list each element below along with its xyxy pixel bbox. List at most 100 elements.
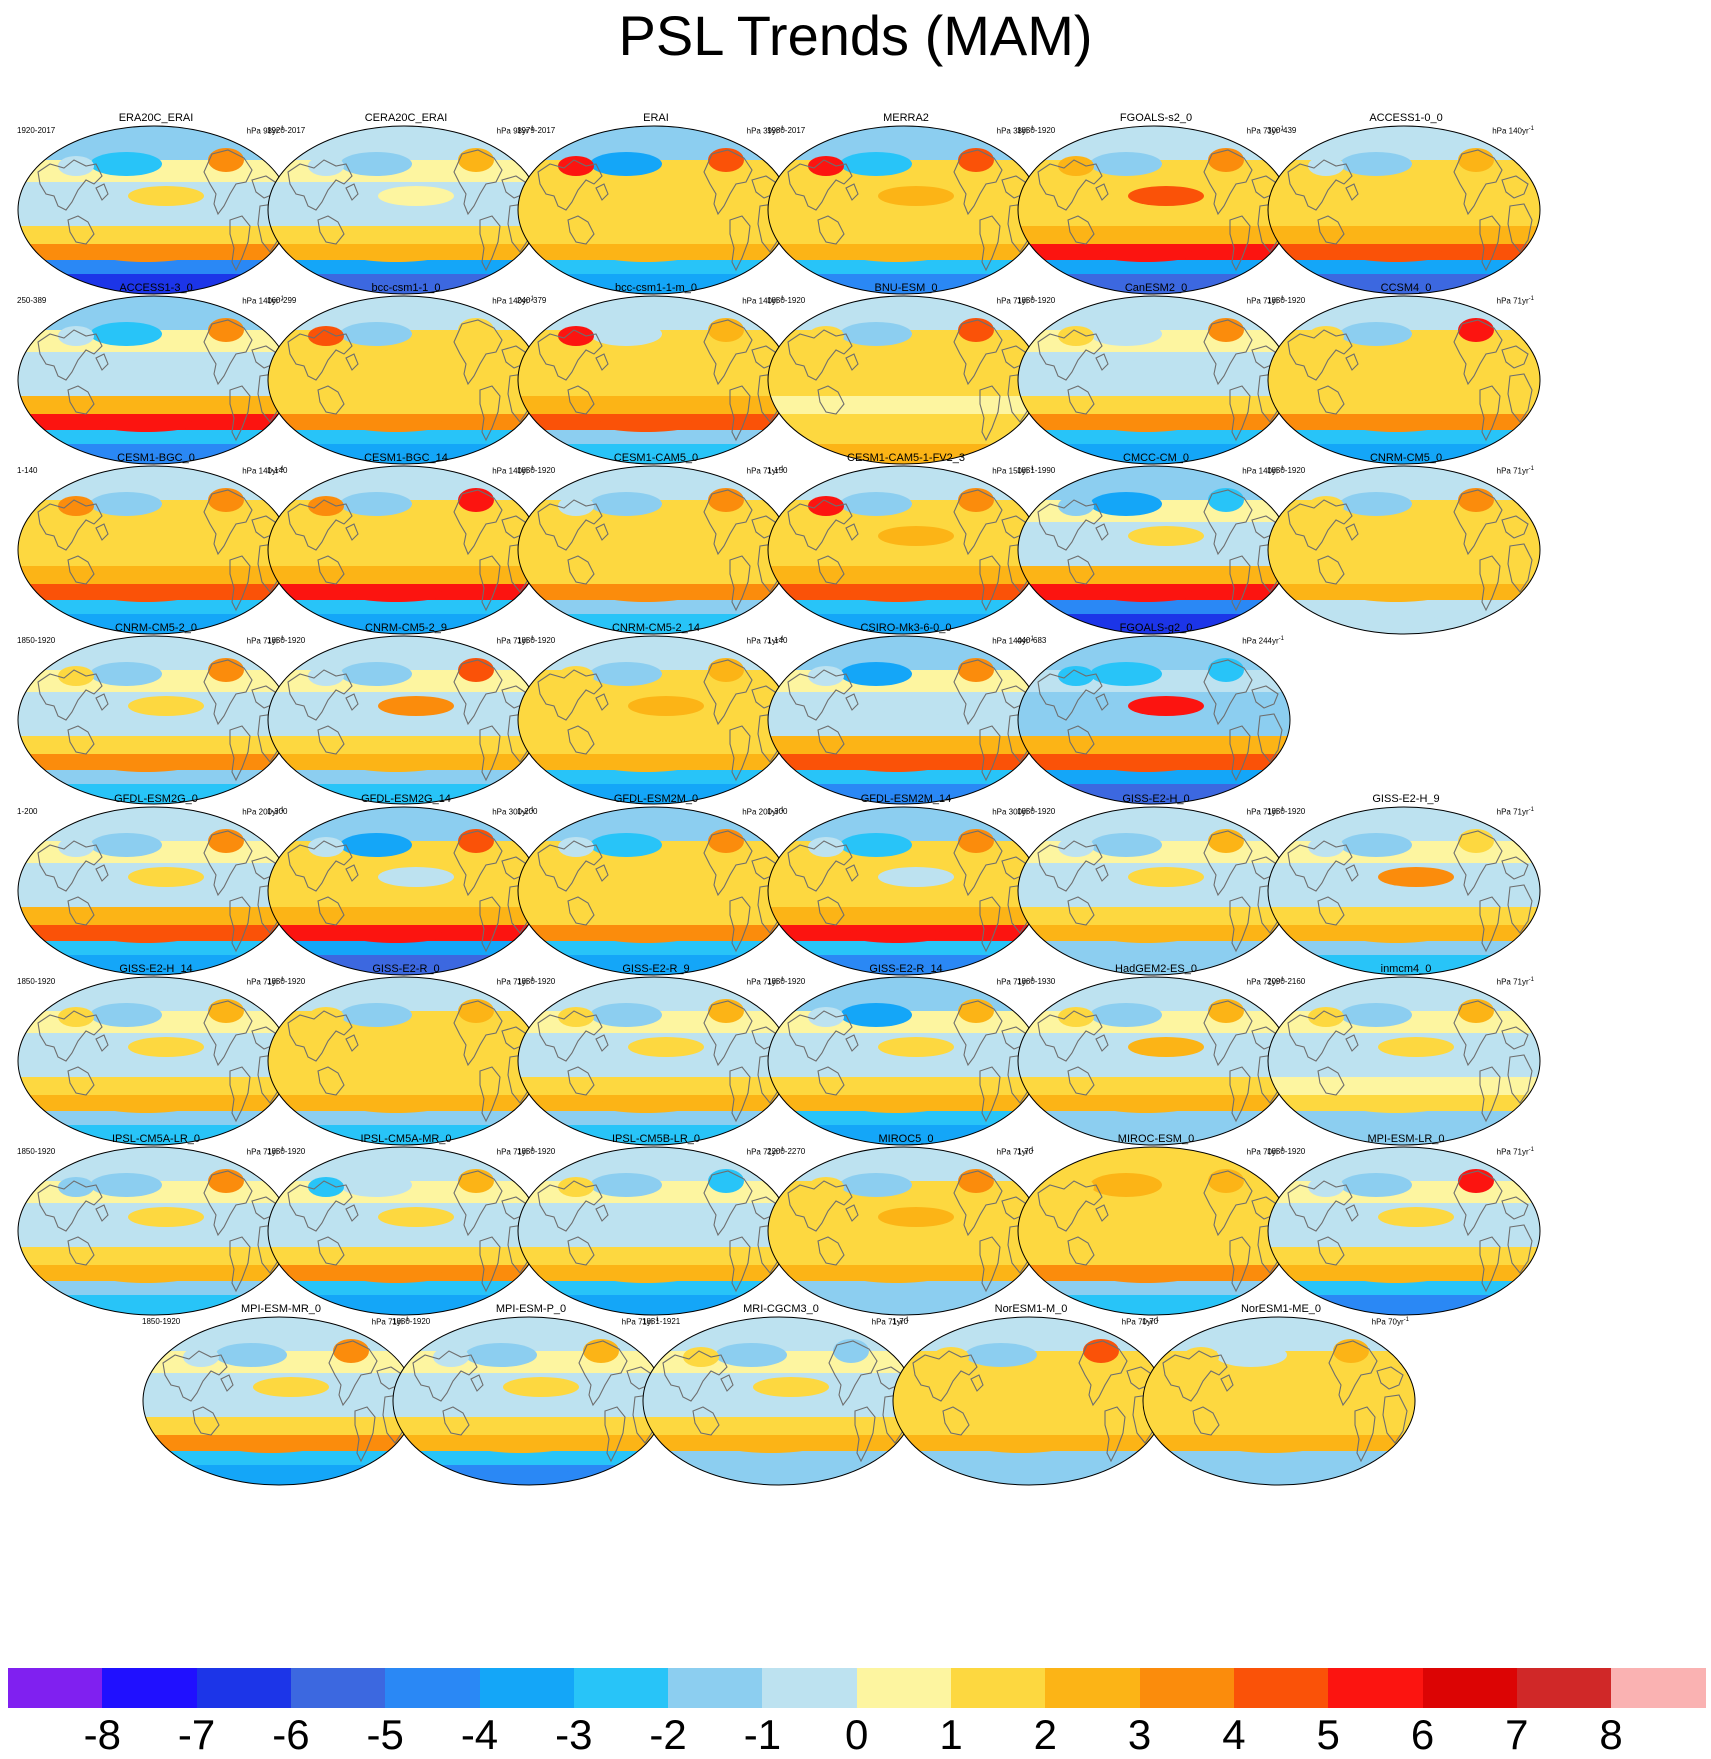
north-atlantic-blob xyxy=(708,999,744,1023)
coastline xyxy=(942,1406,970,1436)
panel-title: CERA20C_ERAI xyxy=(364,112,448,124)
panel-units: hPa 71yr-1 xyxy=(496,977,534,987)
map-panel: GISS-E2-R_14 1850-1920 hPa 71yr-1 xyxy=(766,963,1046,1149)
north-pacific-blob xyxy=(340,833,412,857)
colorbar-tick-label: 7 xyxy=(1505,1711,1529,1758)
antarctic-low xyxy=(346,1125,446,1145)
colorbar-tick-label: 3 xyxy=(1127,1711,1152,1758)
southern-pacific-high xyxy=(348,586,444,602)
north-pacific-blob xyxy=(1090,492,1162,516)
northern-band xyxy=(768,296,1040,330)
antarctic-low xyxy=(96,444,196,464)
east-asia-blob xyxy=(808,666,844,686)
panel-title: GFDL-ESM2G_0 xyxy=(114,793,198,805)
coastline xyxy=(787,329,853,381)
coastline xyxy=(1203,830,1253,897)
colorbar-tick-label: -4 xyxy=(460,1711,499,1758)
coastline xyxy=(95,693,109,711)
east-asia-blob xyxy=(808,496,844,516)
east-pacific-blob xyxy=(128,696,204,716)
southern-pacific-high xyxy=(98,586,194,602)
panel-years: 250-389 xyxy=(17,296,47,305)
southern-pacific-high xyxy=(598,416,694,432)
north-pacific-blob xyxy=(840,1003,912,1027)
map-panel: MPI-ESM-LR_0 1850-1920 hPa 71yr-1 xyxy=(1266,1133,1546,1319)
panel-years: 1850-1920 xyxy=(517,1147,556,1156)
northern-band xyxy=(18,977,290,1011)
coastline xyxy=(1479,215,1501,272)
north-atlantic-blob xyxy=(208,829,244,853)
coastline xyxy=(287,1180,353,1232)
coastline xyxy=(453,1000,503,1067)
colorbar-tick-label: -3 xyxy=(555,1711,593,1758)
coastline xyxy=(1095,523,1109,541)
north-atlantic-blob xyxy=(1458,148,1494,172)
east-pacific-blob xyxy=(628,526,704,546)
north-pacific-blob xyxy=(715,1343,787,1367)
coastline xyxy=(229,555,251,612)
coastline xyxy=(1037,159,1103,211)
coastline xyxy=(220,1374,234,1392)
northern-band xyxy=(268,1147,540,1181)
southern-pacific-high xyxy=(98,416,194,432)
globe-map xyxy=(1267,806,1541,976)
panel-units: hPa 71yr-1 xyxy=(746,977,784,987)
east-pacific-blob xyxy=(128,1037,204,1057)
southern-pacific-high xyxy=(1223,1437,1319,1453)
east-pacific-blob xyxy=(1128,696,1204,716)
panel-years: 1850-1920 xyxy=(1017,296,1056,305)
coastline xyxy=(95,1034,109,1052)
coastline xyxy=(1037,840,1103,892)
panel-years: 1850-1920 xyxy=(1267,807,1306,816)
coastline xyxy=(203,319,253,386)
panel-title: FGOALS-g2_0 xyxy=(1119,622,1193,634)
colorbar-swatch xyxy=(8,1668,103,1708)
coastline xyxy=(1317,385,1345,415)
southern-ocean-band xyxy=(518,260,790,276)
east-pacific-blob xyxy=(1378,356,1454,376)
panel-units: hPa 71yr-1 xyxy=(746,466,784,476)
east-pacific-blob xyxy=(1128,867,1204,887)
southern-ocean-band xyxy=(268,941,540,957)
east-asia-blob xyxy=(1308,837,1344,857)
panel-units: hPa 71yr-1 xyxy=(1496,977,1534,987)
north-pacific-blob xyxy=(90,322,162,346)
north-atlantic-blob xyxy=(958,318,994,342)
east-asia-blob xyxy=(58,1177,94,1197)
globe-map xyxy=(1017,465,1291,635)
north-atlantic-blob xyxy=(208,999,244,1023)
coastline xyxy=(229,725,251,782)
globe-map xyxy=(267,635,541,805)
colorbar-swatch xyxy=(668,1668,763,1708)
map-panel: CSIRO-Mk3-6-0_0 1-140 hPa 140yr-1 xyxy=(766,622,1046,808)
northern-band xyxy=(518,296,790,330)
coastline xyxy=(537,159,603,211)
east-pacific-blob xyxy=(878,526,954,546)
southern-ocean-band xyxy=(1268,941,1540,957)
coastline xyxy=(1220,1374,1234,1392)
north-atlantic-blob xyxy=(208,488,244,512)
coastline xyxy=(229,1236,251,1293)
coastline xyxy=(692,1406,720,1436)
coastline xyxy=(1287,1010,1353,1062)
southern-ocean-band xyxy=(1018,600,1290,616)
globe-map xyxy=(142,1316,416,1486)
coastline xyxy=(1067,555,1095,585)
east-asia-blob xyxy=(58,496,94,516)
north-pacific-blob xyxy=(340,322,412,346)
southern-pacific-high xyxy=(1098,756,1194,772)
coastline xyxy=(537,499,603,551)
southern-ocean-band xyxy=(268,1111,540,1127)
southern-pacific-high xyxy=(1348,416,1444,432)
coastline xyxy=(595,1204,609,1222)
coastline xyxy=(229,215,251,272)
panel-years: 1850-1920 xyxy=(1267,1147,1306,1156)
colorbar-swatch xyxy=(479,1668,575,1708)
map-panel: FGOALS-s2_0 1850-1920 hPa 71yr-1 xyxy=(1016,112,1296,298)
east-pacific-blob xyxy=(878,696,954,716)
east-asia-blob xyxy=(558,156,594,176)
coastline xyxy=(845,693,859,711)
antarctic-low xyxy=(1346,955,1446,975)
north-pacific-blob xyxy=(90,492,162,516)
map-panel: GISS-E2-H_9 1850-1920 hPa 71yr-1 xyxy=(1266,793,1546,979)
